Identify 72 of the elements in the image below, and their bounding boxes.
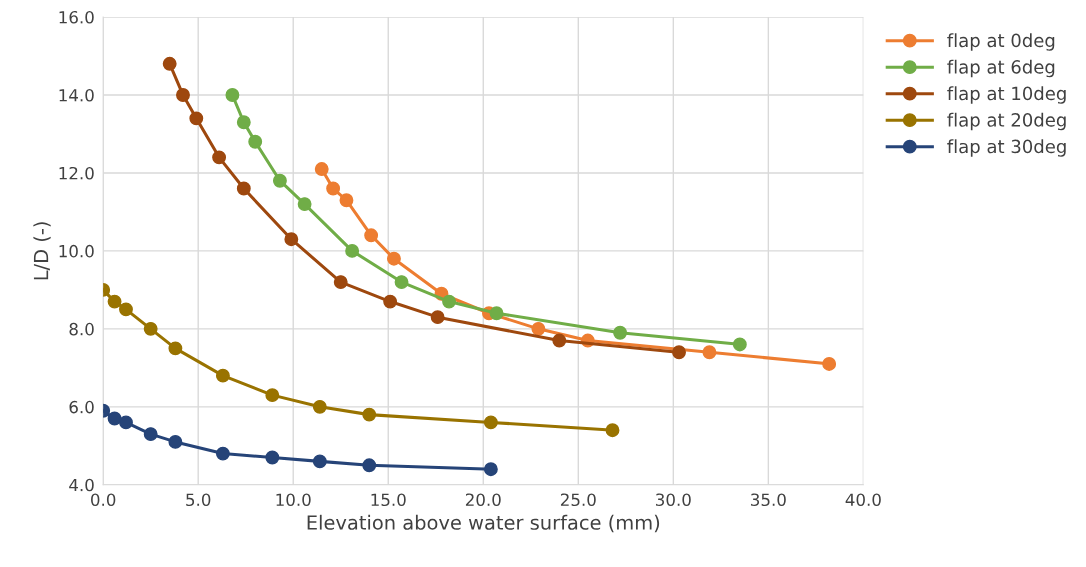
point <box>119 302 133 317</box>
x-axis-title: Elevation above water surface (mm) <box>307 514 660 533</box>
point <box>168 341 183 356</box>
x-tick-label: 5.0 <box>186 493 211 507</box>
y-tick-label: 8.0 <box>69 322 94 336</box>
point <box>215 368 230 383</box>
point <box>326 181 341 196</box>
point <box>119 415 133 430</box>
x-tick-label: 20.0 <box>465 493 501 507</box>
point <box>189 111 204 126</box>
point <box>552 333 567 348</box>
point <box>672 345 686 360</box>
x-tick-label: 0.0 <box>91 493 116 507</box>
point <box>143 427 158 442</box>
point <box>442 294 457 309</box>
point <box>394 275 409 290</box>
x-tick-label: 25.0 <box>560 493 596 507</box>
point <box>489 306 504 321</box>
point <box>362 458 377 473</box>
y-tick-label: 4.0 <box>69 478 94 492</box>
point <box>387 251 401 266</box>
point <box>215 446 230 461</box>
point <box>364 228 379 243</box>
point <box>333 275 348 290</box>
x-tick-label: 30.0 <box>656 493 691 507</box>
point <box>822 356 837 371</box>
point <box>236 181 251 196</box>
point <box>272 173 287 188</box>
point <box>483 415 498 430</box>
point <box>383 294 398 309</box>
point <box>312 399 327 414</box>
point <box>248 134 263 149</box>
point <box>430 310 445 325</box>
y-tick-label: 14.0 <box>59 88 94 102</box>
point <box>362 407 377 422</box>
x-tick-label: 10.0 <box>276 493 311 507</box>
point <box>284 232 299 247</box>
y-tick-label: 16.0 <box>59 10 94 24</box>
point <box>312 454 327 469</box>
point <box>605 423 620 438</box>
legend-label: flap at 20deg <box>947 112 1066 131</box>
point <box>345 243 360 258</box>
point <box>212 150 227 165</box>
point <box>176 88 190 102</box>
point <box>107 294 122 309</box>
x-tick-label: 15.0 <box>371 493 406 507</box>
point <box>225 88 240 102</box>
point <box>265 388 280 403</box>
point <box>297 197 312 212</box>
legend-label: flap at 0deg <box>947 33 1055 51</box>
point <box>162 56 177 71</box>
legend-label: flap at 10deg <box>947 86 1066 104</box>
point <box>107 411 122 426</box>
point <box>613 325 628 340</box>
point <box>265 450 280 465</box>
point <box>702 345 717 360</box>
point <box>143 321 158 336</box>
y-axis-title: L/D (-) <box>33 222 51 280</box>
point <box>236 115 251 130</box>
y-tick-label: 10.0 <box>59 244 94 258</box>
point <box>314 162 329 176</box>
y-tick-label: 12.0 <box>59 166 94 180</box>
point <box>168 434 183 449</box>
point <box>339 193 354 208</box>
point <box>732 337 747 352</box>
x-tick-label: 40.0 <box>845 493 881 507</box>
point <box>531 321 546 336</box>
legend-label: flap at 6deg <box>947 59 1055 78</box>
x-tick-label: 35.0 <box>751 493 786 507</box>
legend-label: flap at 30deg <box>947 139 1066 157</box>
point <box>483 462 498 477</box>
y-tick-label: 6.0 <box>69 400 94 414</box>
